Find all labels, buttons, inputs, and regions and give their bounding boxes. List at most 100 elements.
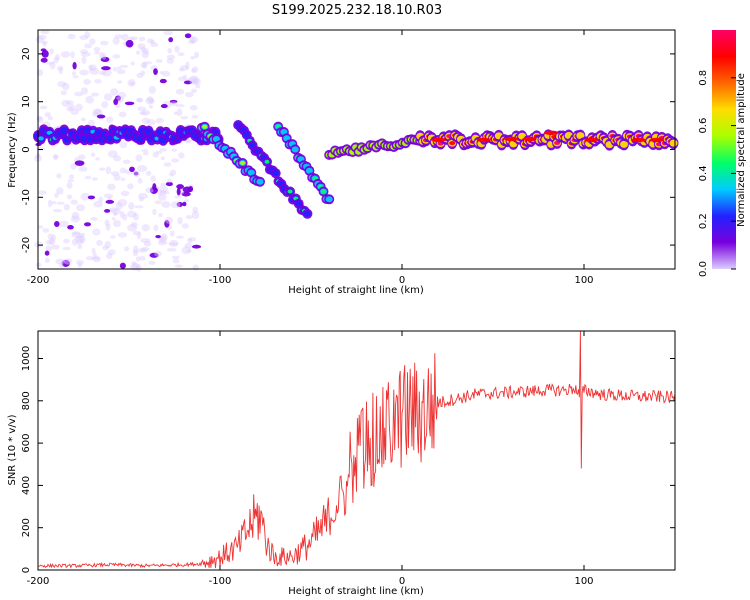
heat-cell-scattered-noise	[159, 78, 167, 84]
heat-cell-scattered-noise	[89, 64, 97, 72]
heat-cell-scattered-noise	[136, 97, 144, 103]
heat-cell-carrier-peak	[631, 137, 646, 143]
heat-cell-scattered-noise	[182, 74, 187, 79]
heat-cell-scattered-noise	[66, 182, 73, 189]
heat-cell-scattered-noise	[158, 185, 168, 193]
heat-cell-scattered-noise	[42, 228, 50, 233]
heat-cell-scattered-noise	[140, 109, 151, 116]
snr-series-line	[37, 330, 676, 569]
spectrogram-xtick-label: -100	[209, 275, 232, 286]
heat-cell-scattered-noise	[49, 61, 56, 70]
snr-xtick-label: 100	[574, 576, 593, 587]
heat-cell-scattered-noise	[192, 78, 199, 83]
snr-xtick-label: 0	[399, 576, 405, 587]
heat-cell-scattered-noise	[182, 201, 187, 207]
heat-cell-scattered-noise	[80, 51, 91, 57]
heat-cell-scattered-noise	[117, 199, 128, 207]
heat-cell-scattered-noise	[135, 154, 143, 162]
heat-cell-scattered-noise	[161, 70, 171, 77]
heat-cell-scattered-noise	[92, 256, 101, 263]
heat-cell-scattered-noise	[183, 80, 193, 85]
heat-cell-scattered-noise	[129, 81, 136, 86]
heat-cell-scattered-noise	[41, 50, 49, 58]
heat-cell-scattered-noise	[70, 108, 79, 116]
heat-cell-scattered-noise	[44, 257, 50, 264]
heat-cell-scattered-noise	[169, 169, 177, 176]
heat-cell-scattered-noise	[159, 71, 164, 75]
heat-cell-scattered-noise	[47, 116, 54, 121]
heat-cell-scattered-noise	[52, 208, 63, 213]
heat-cell-scattered-noise	[145, 171, 152, 176]
heat-cell-scattered-noise	[155, 117, 164, 124]
heat-cell-scattered-noise	[42, 41, 47, 47]
heat-cell-scattered-noise	[39, 105, 48, 110]
heat-cell-scattered-noise	[146, 96, 154, 103]
heat-cell-scattered-noise	[98, 167, 106, 171]
heat-cell-descending-tone-3	[305, 167, 313, 174]
heat-cell-scattered-noise	[163, 30, 174, 36]
heat-cell-scattered-noise	[168, 242, 178, 246]
heat-cell-scattered-noise	[85, 95, 95, 104]
heat-cell-scattered-noise	[75, 103, 83, 112]
heat-cell-scattered-noise	[114, 34, 124, 39]
heat-cell-scattered-noise	[155, 234, 161, 239]
heat-cell-scattered-noise	[188, 76, 197, 82]
heat-cell-scattered-noise	[80, 87, 89, 95]
heat-cell-scattered-noise	[51, 234, 56, 242]
heat-cell-scattered-noise	[141, 50, 149, 59]
heat-cell-scattered-noise	[137, 192, 148, 200]
heat-cell-scattered-noise	[84, 175, 92, 180]
heat-cell-scattered-noise	[41, 40, 48, 45]
heat-cell-scattered-noise	[152, 208, 157, 216]
heat-cell-scattered-noise	[104, 209, 111, 213]
heat-cell-scattered-noise	[62, 82, 70, 91]
heat-cell-scattered-noise	[117, 232, 128, 238]
heat-cell-scattered-noise	[112, 67, 118, 72]
heat-cell-scattered-noise	[90, 216, 98, 222]
heat-cell-scattered-noise	[69, 104, 76, 111]
heat-cell-scattered-noise	[191, 244, 202, 249]
heat-cell-scattered-noise	[188, 185, 194, 193]
heat-cell-scattered-noise	[142, 61, 147, 69]
heat-cell-scattered-noise	[141, 224, 150, 232]
heat-cell-scattered-noise	[170, 201, 181, 209]
heat-cell-scattered-noise	[76, 234, 81, 240]
heat-cell-scattered-noise	[56, 201, 65, 205]
heat-cell-scattered-noise	[135, 256, 141, 262]
heat-cell-scattered-noise	[133, 213, 139, 221]
heat-cell-scattered-noise	[138, 111, 147, 116]
heat-cell-scattered-noise	[110, 88, 119, 96]
heat-cell-scattered-noise	[150, 39, 156, 45]
heat-cell-scattered-noise	[136, 264, 142, 272]
heat-cell-scattered-noise	[49, 48, 54, 55]
heat-cell-scattered-noise	[104, 240, 112, 249]
heat-cell-scattered-noise	[88, 64, 93, 71]
heat-cell-scattered-noise	[119, 167, 127, 174]
figure-title: S199.2025.232.18.10.R03	[272, 3, 442, 18]
heat-cell-scattered-noise	[119, 262, 126, 269]
heat-cell-scattered-noise	[71, 211, 80, 220]
heat-cell-scattered-noise	[136, 72, 144, 79]
snr-ytick-label: 200	[21, 518, 32, 537]
snr-background	[38, 331, 675, 570]
heat-cell-scattered-noise	[191, 114, 199, 119]
heat-cell-scattered-noise	[140, 70, 146, 76]
heat-cell-scattered-noise	[60, 51, 71, 58]
heat-cell-scattered-noise	[162, 190, 170, 195]
colorbar-label: Normalized spectral amplitude	[736, 73, 747, 227]
heat-cell-scattered-noise	[186, 249, 192, 253]
heat-cell-scattered-noise	[173, 111, 179, 116]
heat-cell-scattered-noise	[121, 33, 129, 41]
heat-cell-scattered-noise	[181, 223, 189, 229]
heat-cell-scattered-noise	[92, 108, 102, 115]
heat-cell-scattered-noise	[83, 222, 92, 227]
heat-cell-scattered-noise	[116, 69, 126, 75]
heat-cell-descending-tone-1	[247, 169, 255, 176]
heat-cell-scattered-noise	[171, 255, 180, 259]
heat-cell-scattered-noise	[112, 37, 120, 45]
heat-cell-scattered-noise	[175, 88, 185, 95]
heat-cell-scattered-noise	[66, 194, 73, 200]
heat-cell-scattered-noise	[103, 93, 113, 101]
heat-cell-scattered-noise	[119, 141, 128, 149]
